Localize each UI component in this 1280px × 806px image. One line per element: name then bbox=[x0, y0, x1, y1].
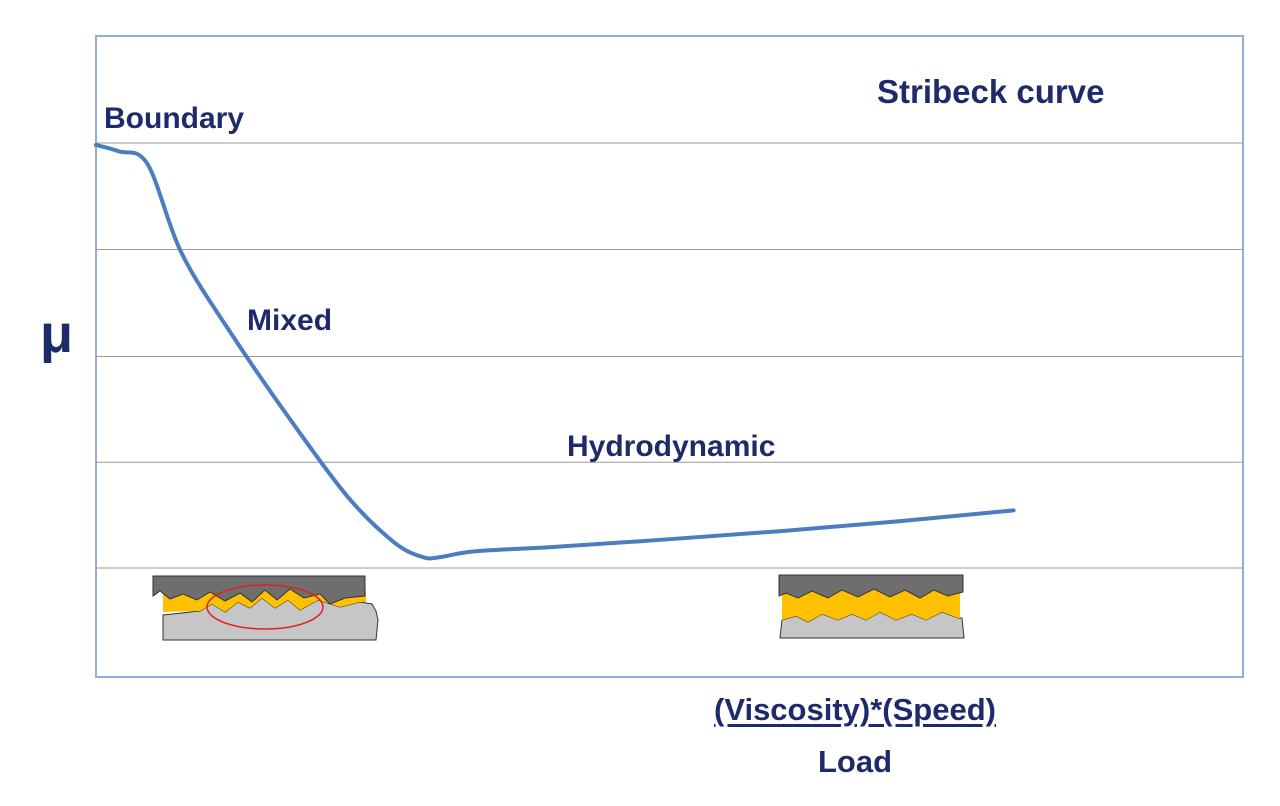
region-label-boundary: Boundary bbox=[104, 102, 244, 135]
region-label-mixed: Mixed bbox=[247, 304, 332, 337]
region-label-hydrodynamic: Hydrodynamic bbox=[567, 430, 775, 463]
boundary-contact-illustration bbox=[152, 575, 379, 641]
hydrodynamic-film-illustration bbox=[778, 574, 965, 639]
asperity-contact-highlight bbox=[206, 584, 324, 630]
stribeck-curve-line bbox=[94, 142, 1016, 561]
chart-title: Stribeck curve bbox=[877, 73, 1104, 110]
x-axis-label-denominator: Load bbox=[817, 744, 893, 779]
y-axis-label: μ bbox=[40, 304, 73, 364]
lubricant-layer bbox=[782, 590, 960, 622]
top-surface bbox=[152, 575, 366, 605]
top-surface bbox=[778, 574, 964, 599]
grid-lines bbox=[96, 142, 1243, 569]
x-axis-label-numerator: (Viscosity)*(Speed) bbox=[714, 692, 996, 727]
